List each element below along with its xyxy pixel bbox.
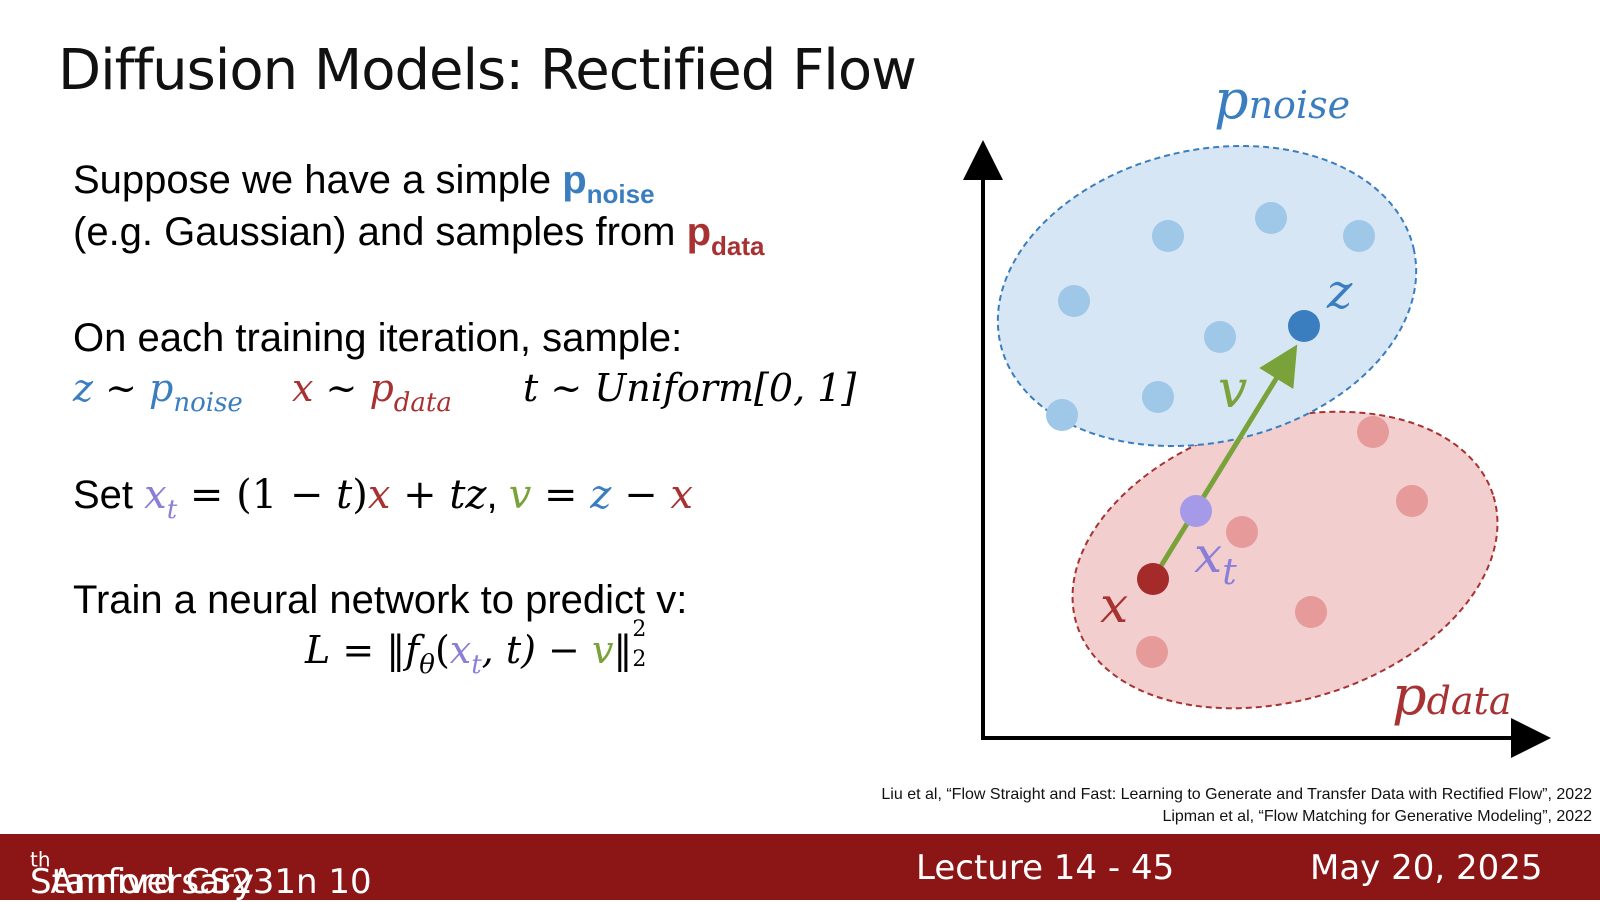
citation-1: Liu et al, “Flow Straight and Fast: Lear…: [881, 786, 1592, 803]
intro-text-1: Suppose we have a simple: [73, 158, 563, 202]
data-sample-dot: [1136, 636, 1168, 668]
noise-sample-dot: [1204, 321, 1236, 353]
noise-sample-dot: [1142, 381, 1174, 413]
pnoise-label: pnoise: [1214, 68, 1351, 131]
sample-heading: On each training iteration, sample:: [73, 316, 683, 360]
noise-samples: [1046, 202, 1375, 431]
z-label: z: [1327, 264, 1353, 320]
noise-sample-dot: [1343, 220, 1375, 252]
footer-date: May 20, 2025: [1310, 848, 1543, 888]
noise-sample-dot: [1058, 285, 1090, 317]
slide-title: Diffusion Models: Rectified Flow: [58, 38, 917, 103]
intro-line-2: (e.g. Gaussian) and samples from pdata: [73, 210, 765, 261]
data-sample-dot: [1295, 596, 1327, 628]
pdata-subscript: data: [711, 231, 765, 261]
data-samples: [1136, 416, 1428, 668]
noise-sample-dot: [1255, 202, 1287, 234]
sample-noise-formula: z ~ pnoise: [73, 366, 243, 418]
pnoise-subscript: noise: [586, 179, 655, 209]
pdata-label: pdata: [1392, 664, 1512, 727]
data-sample-dot: [1226, 516, 1258, 548]
intro-line-1: Suppose we have a simple pnoise: [73, 158, 655, 209]
x-point: [1137, 563, 1169, 595]
footer-lecture: Lecture 14 - 45: [916, 848, 1175, 888]
data-sample-dot: [1357, 416, 1389, 448]
xt-point: [1180, 495, 1212, 527]
intro-text-2: (e.g. Gaussian) and samples from: [73, 210, 687, 254]
citation-2: Lipman et al, “Flow Matching for Generat…: [1162, 808, 1592, 825]
train-heading: Train a neural network to predict v:: [73, 578, 688, 622]
data-sample-dot: [1396, 485, 1428, 517]
pnoise-symbol: pnoise: [562, 158, 655, 209]
xt-label: xt: [1194, 526, 1237, 593]
set-equation: Set xt = (1 − t)x + tz, v = z − x: [73, 472, 693, 525]
loss-formula: L = ‖fθ(xt, t) − v‖ 2 2: [305, 617, 647, 680]
noise-sample-dot: [1046, 399, 1078, 431]
x-label: x: [1100, 576, 1129, 634]
v-label: v: [1218, 360, 1248, 420]
pdata-symbol: pdata: [686, 210, 765, 261]
noise-sample-dot: [1152, 220, 1184, 252]
sample-data-formula: x ~ pdata: [292, 366, 452, 418]
velocity-arrow: [1150, 344, 1298, 581]
sample-t-formula: t ~ Uniform[0, 1]: [523, 366, 857, 410]
z-point: [1288, 310, 1320, 342]
